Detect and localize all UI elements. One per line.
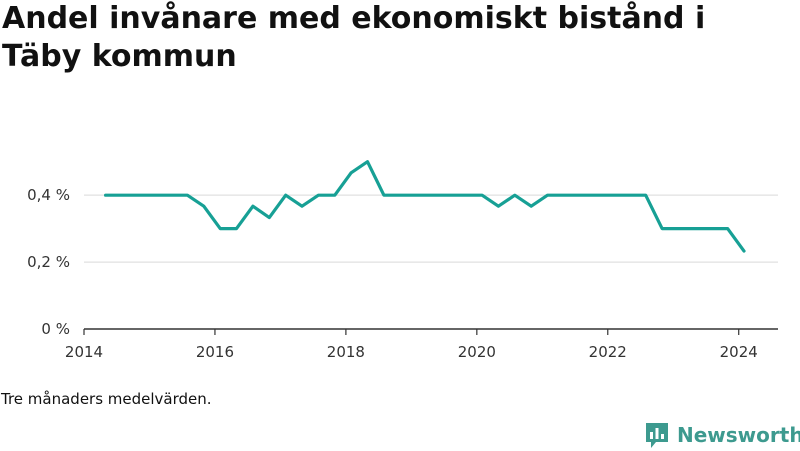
x-tick-label: 2022 [589,343,627,361]
series-layer [103,160,746,253]
chart-caption: Tre månaders medelvärden. [1,390,212,408]
x-tick-label: 2016 [196,343,234,361]
x-tick-label: 2024 [720,343,758,361]
x-axis: 2014 2016 2018 2020 2022 2024 [65,328,778,361]
series-line [103,160,746,253]
chart-title: Andel invånare med ekonomiskt bistånd i … [2,1,706,74]
y-tick-label: 0,4 % [27,186,70,204]
y-tick-label: 0,2 % [27,253,70,271]
x-tick-label: 2020 [458,343,496,361]
newsworthy-brand[interactable]: Newsworthy [644,419,800,451]
x-tick-label: 2014 [65,343,103,361]
y-axis-tick-labels: 0 % 0,2 % 0,4 % [27,186,70,338]
newsworthy-logo-icon [646,423,668,448]
x-tick-label: 2018 [327,343,365,361]
y-tick-label: 0 % [41,320,70,338]
brand-name: Newsworthy [677,423,800,447]
